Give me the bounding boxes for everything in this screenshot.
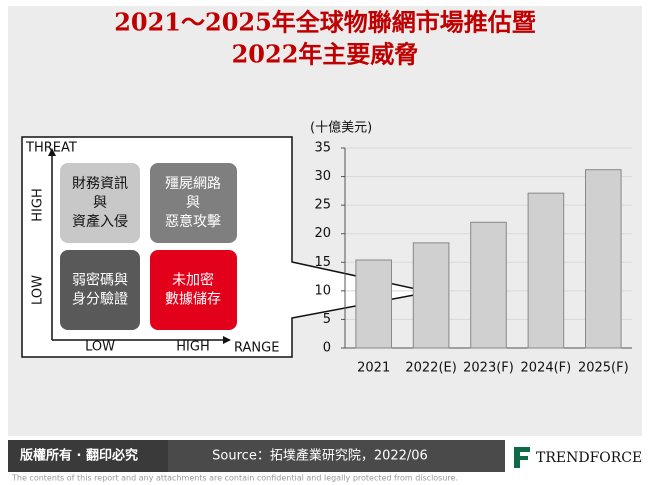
disclaimer: The contents of this report and any atta… <box>11 474 458 483</box>
bar <box>585 169 622 349</box>
y-tick-label: 20 <box>314 226 331 241</box>
cell-text: 弱密碼與 <box>72 272 128 289</box>
cell-text: 未加密 <box>172 272 214 289</box>
matrix-cell <box>150 250 237 330</box>
cell-text: 與 <box>186 195 200 211</box>
matrix-y-level: LOW <box>31 275 46 305</box>
matrix-cell <box>60 250 140 330</box>
x-tick-label: 2021 <box>357 361 390 376</box>
bar <box>355 259 392 349</box>
y-tick-label: 10 <box>314 283 331 298</box>
y-tick-label: 0 <box>323 341 331 356</box>
bar <box>470 221 507 349</box>
arrow <box>223 336 231 344</box>
matrix-y-label: THREAT <box>25 141 77 156</box>
arrow <box>48 148 56 156</box>
y-tick-label: 35 <box>314 141 331 156</box>
x-tick-label: 2024(F) <box>521 361 572 376</box>
cell-text: 與 <box>93 195 107 211</box>
x-tick-label: 2025(F) <box>578 361 629 376</box>
bar <box>412 242 450 349</box>
x-tick-label: 2023(F) <box>463 361 514 376</box>
bar <box>527 192 565 349</box>
matrix-x-level: LOW <box>85 340 115 355</box>
y-tick-label: 30 <box>314 169 331 184</box>
y-unit: (十億美元) <box>310 120 372 136</box>
cell-text: 資產入侵 <box>72 213 128 230</box>
title-line: 2022年主要威脅 <box>232 40 419 69</box>
y-tick-label: 5 <box>323 312 331 327</box>
matrix-cell <box>60 163 140 243</box>
cell-text: 數據儲存 <box>165 292 221 308</box>
logo-mark <box>514 447 530 468</box>
y-tick-label: 25 <box>314 198 331 213</box>
x-tick-label: 2022(E) <box>405 361 456 376</box>
matrix-y-level: HIGH <box>31 188 46 221</box>
cell-text: 惡意攻擊 <box>165 213 221 230</box>
matrix-x-label: RANGE <box>234 341 279 356</box>
title-line: 2021～2025年全球物聯網市場推估暨 <box>114 8 536 37</box>
cell-text: 身分驗證 <box>72 291 128 308</box>
footer-left <box>8 440 168 472</box>
copyright: 版權所有 · 翻印必究 <box>20 448 138 464</box>
matrix-cell <box>150 163 237 243</box>
source: Source：拓墣產業研究院，2022/06 <box>212 448 428 464</box>
y-tick-label: 15 <box>314 255 331 270</box>
cell-text: 殭屍網路 <box>165 176 221 192</box>
brand: TRENDFORCE <box>536 450 642 466</box>
cell-text: 財務資訊 <box>72 176 128 192</box>
matrix-x-level: HIGH <box>176 340 209 355</box>
